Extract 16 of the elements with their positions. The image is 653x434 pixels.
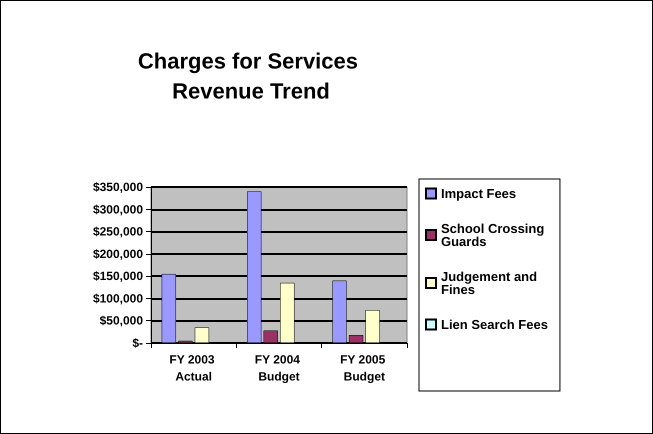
- x-tick-label: FY 2003 Actual: [169, 352, 218, 384]
- y-tick-label: $100,000: [92, 291, 144, 306]
- legend-label: School Crossing Guards: [441, 221, 548, 249]
- y-tick-label: $300,000: [92, 202, 144, 216]
- chart-title: Charges for Services Revenue Trend: [138, 48, 364, 104]
- y-tick-label: $250,000: [92, 224, 144, 239]
- y-tick-label: $150,000: [92, 269, 144, 284]
- y-tick-label: $350,000: [92, 180, 144, 194]
- legend-label: Judgement and Fines: [441, 269, 541, 297]
- x-tick-label: FY 2004 Budget: [254, 352, 304, 384]
- y-tick-label: $50,000: [100, 314, 144, 328]
- y-tick-label: $-: [132, 336, 143, 350]
- x-tick-label: FY 2005 Budget: [340, 352, 389, 384]
- y-tick-label: $200,000: [92, 246, 144, 261]
- legend-label: Lien Search Fees: [441, 317, 548, 332]
- legend-label: Impact Fees: [441, 186, 516, 201]
